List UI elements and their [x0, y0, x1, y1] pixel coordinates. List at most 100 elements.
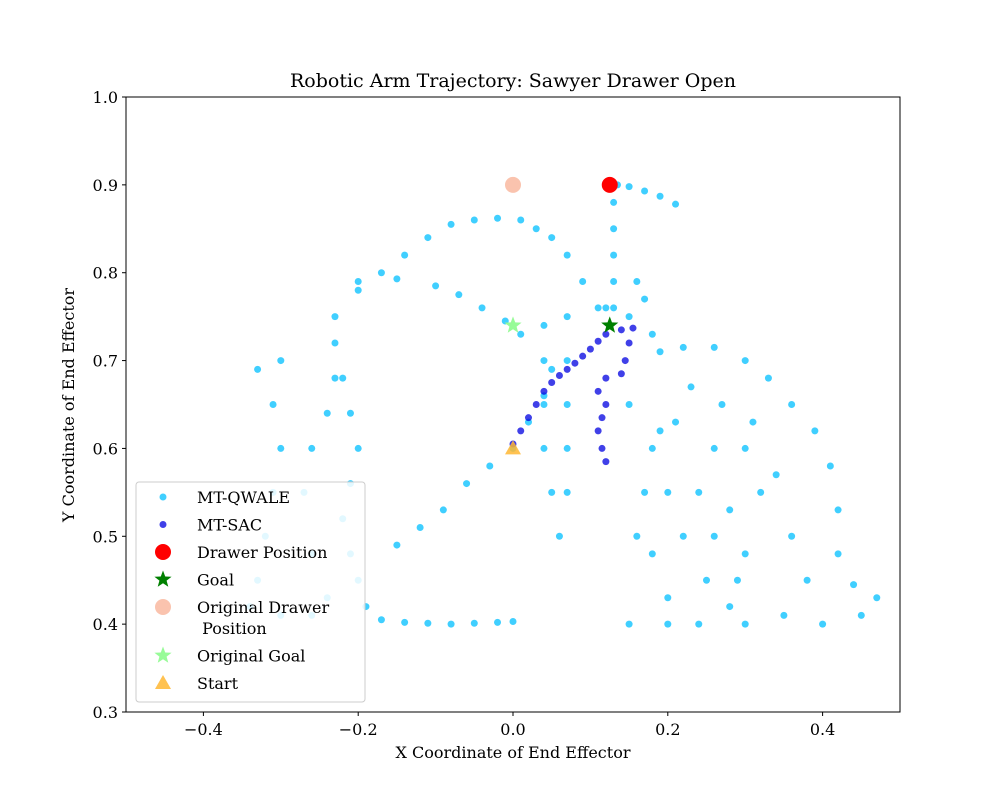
point: [749, 418, 757, 426]
point: [548, 234, 556, 242]
point: [741, 357, 749, 365]
point: [517, 330, 525, 338]
point: [594, 337, 602, 345]
point: [377, 269, 385, 277]
point: [641, 488, 649, 496]
point: [633, 532, 641, 540]
x-tick-label: 0.4: [810, 720, 835, 739]
point: [494, 214, 502, 222]
legend: MT-QWALE MT-SAC Drawer Position Goal Origina…: [135, 481, 366, 703]
point: [617, 370, 625, 378]
point: [540, 387, 548, 395]
point: [432, 282, 440, 290]
point: [780, 611, 788, 619]
point: [401, 618, 409, 626]
point: [726, 506, 734, 514]
point: [517, 427, 525, 435]
point: [563, 401, 571, 408]
legend-label: Drawer Position: [197, 543, 327, 562]
point: [850, 581, 858, 589]
point: [672, 200, 680, 208]
point: [625, 401, 633, 408]
point: [710, 532, 718, 540]
legend-label: Original Goal: [197, 647, 305, 666]
point: [555, 532, 563, 540]
point: [447, 620, 455, 628]
point: [621, 357, 629, 365]
y-tick-label: 1.0: [93, 88, 118, 107]
point: [610, 225, 618, 233]
point: [339, 374, 347, 382]
point: [494, 618, 502, 626]
point: [579, 278, 587, 285]
point: [505, 176, 521, 193]
point: [470, 619, 478, 627]
point: [811, 427, 819, 435]
legend-marker: [159, 521, 167, 528]
point: [602, 304, 610, 312]
point: [579, 352, 587, 360]
point: [656, 192, 664, 200]
point: [401, 251, 409, 259]
point: [563, 251, 571, 259]
point: [741, 620, 749, 628]
y-tick-label: 0.4: [93, 615, 118, 634]
point: [834, 506, 842, 514]
point: [726, 603, 734, 611]
chart-title: Robotic Arm Trajectory: Sawyer Drawer Op…: [290, 70, 736, 92]
point: [687, 383, 695, 391]
point: [563, 357, 571, 365]
point: [424, 619, 432, 627]
point: [532, 401, 540, 408]
point: [629, 324, 637, 332]
point: [377, 616, 385, 624]
point: [625, 313, 633, 321]
point: [601, 316, 619, 333]
point: [571, 359, 579, 367]
point: [764, 374, 772, 382]
point: [439, 506, 447, 514]
point: [788, 532, 796, 540]
point: [648, 444, 656, 452]
point: [548, 379, 556, 387]
legend-marker: [154, 646, 172, 663]
legend-marker: [154, 570, 172, 587]
point: [757, 488, 765, 496]
point: [602, 374, 610, 382]
point: [826, 462, 834, 470]
point: [741, 550, 749, 558]
point: [602, 330, 610, 338]
point: [470, 216, 478, 224]
point: [594, 387, 602, 395]
legend-label: MT-QWALE: [197, 488, 290, 507]
point: [648, 550, 656, 558]
point: [277, 444, 285, 452]
point: [656, 348, 664, 356]
point: [625, 339, 633, 347]
point: [486, 462, 494, 470]
point: [447, 220, 455, 228]
legend-marker: [159, 493, 167, 501]
point: [548, 488, 556, 496]
point: [873, 594, 881, 602]
point: [610, 304, 618, 312]
point: [517, 216, 525, 224]
point: [594, 304, 602, 312]
x-tick-label: 0.2: [655, 720, 680, 739]
point: [548, 365, 556, 373]
point: [710, 343, 718, 351]
point: [308, 444, 316, 452]
point: [563, 365, 571, 373]
point: [625, 183, 633, 191]
point: [509, 618, 517, 626]
point: [540, 444, 548, 452]
point: [857, 611, 865, 619]
point: [788, 401, 796, 408]
legend-marker: [155, 544, 171, 560]
point: [563, 444, 571, 452]
y-axis-label: Y Coordinate of End Effector: [59, 288, 78, 523]
point: [610, 198, 618, 206]
x-tick-label: −0.4: [184, 720, 223, 739]
point: [672, 418, 680, 426]
point: [718, 401, 726, 408]
